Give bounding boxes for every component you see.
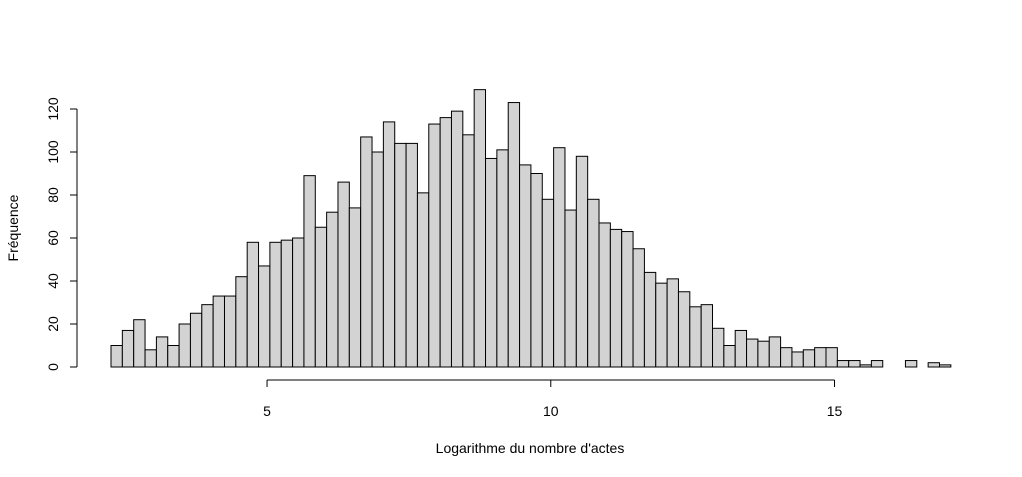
- histogram-bar: [144, 349, 157, 368]
- histogram-bar: [485, 157, 498, 368]
- y-tick-label: 0: [45, 363, 61, 371]
- histogram-bar: [428, 123, 441, 368]
- histogram-bar: [110, 345, 123, 368]
- histogram-bar: [689, 306, 702, 368]
- y-tick-label: 20: [45, 316, 61, 332]
- histogram-bars: [110, 89, 952, 368]
- histogram-bar: [189, 312, 203, 368]
- histogram-bar: [587, 198, 600, 368]
- y-tick-label: 100: [45, 140, 61, 164]
- histogram-bar: [348, 207, 362, 368]
- y-tick-label: 40: [45, 273, 61, 289]
- histogram-bar: [927, 362, 940, 368]
- y-axis-title: Fréquence: [5, 194, 21, 261]
- histogram-bar: [416, 192, 430, 368]
- histogram-bar: [235, 276, 248, 368]
- histogram-bar: [371, 151, 384, 368]
- histogram-bar: [780, 347, 793, 368]
- histogram-bar: [530, 173, 543, 368]
- histogram-bar: [178, 323, 191, 368]
- histogram-bar: [405, 142, 418, 368]
- histogram-bar: [314, 226, 328, 368]
- histogram-bar: [394, 142, 407, 368]
- x-tick-label: 10: [543, 403, 559, 419]
- histogram-bar: [768, 336, 782, 368]
- histogram-bar: [553, 147, 566, 368]
- histogram-bar: [496, 149, 509, 368]
- histogram-bar: [734, 329, 748, 368]
- histogram-bar: [541, 198, 555, 368]
- y-tick-label: 60: [45, 230, 61, 246]
- histogram-bar: [246, 241, 260, 368]
- histogram-bar: [609, 228, 623, 368]
- histogram-bar: [201, 304, 214, 368]
- histogram-bar: [507, 102, 521, 368]
- x-tick-label: 15: [827, 403, 843, 419]
- histogram-bar: [258, 265, 271, 368]
- histogram-bar: [814, 347, 827, 368]
- histogram-bar: [836, 360, 850, 368]
- histogram-bar: [938, 364, 952, 368]
- histogram-bar: [757, 340, 770, 368]
- histogram-bar: [382, 121, 396, 368]
- histogram-bar: [167, 345, 180, 368]
- histogram-bar: [326, 211, 339, 368]
- histogram-bar: [450, 110, 464, 368]
- histogram-bar: [519, 164, 532, 368]
- histogram-bar: [292, 237, 305, 368]
- histogram-bar: [700, 304, 714, 368]
- y-tick-label: 120: [45, 97, 61, 121]
- histogram-bar: [904, 360, 918, 368]
- histogram-bar: [643, 271, 657, 368]
- histogram-bar: [212, 295, 225, 368]
- histogram-bar: [462, 134, 475, 368]
- histogram-bar: [632, 248, 645, 368]
- histogram-bar: [791, 351, 804, 368]
- histogram-bar: [655, 282, 668, 368]
- histogram-bar: [439, 117, 452, 368]
- histogram-bar: [870, 360, 884, 368]
- x-tick-label: 5: [263, 403, 271, 419]
- histogram-bar: [133, 319, 146, 368]
- histogram-bar: [859, 364, 872, 368]
- histogram-bar: [575, 155, 589, 368]
- histogram-bar: [155, 336, 169, 368]
- histogram-bar: [337, 181, 350, 368]
- histogram-bar: [280, 239, 294, 368]
- y-tick-label: 80: [45, 187, 61, 203]
- histogram-bar: [564, 209, 577, 368]
- histogram-bar: [712, 327, 725, 368]
- histogram-bar: [360, 136, 373, 368]
- histogram-bar: [746, 338, 759, 368]
- histogram-bar: [621, 231, 634, 368]
- histogram-bar: [269, 241, 282, 368]
- y-axis: 0 20 40 60 80 100 120: [45, 97, 78, 371]
- histogram-bar: [223, 295, 237, 368]
- histogram-bar: [802, 349, 816, 368]
- histogram-bar: [598, 222, 611, 368]
- histogram-bar: [303, 175, 316, 368]
- histogram-bar: [666, 278, 679, 368]
- histogram-bar: [848, 360, 861, 368]
- histogram-bar: [473, 89, 487, 368]
- x-axis: 5 10 15: [263, 379, 843, 419]
- histogram-bar: [723, 345, 736, 368]
- histogram-bar: [825, 347, 838, 368]
- histogram-bar: [121, 329, 135, 368]
- histogram-bar: [677, 291, 691, 368]
- x-axis-title: Logarithme du nombre d'actes: [436, 440, 625, 456]
